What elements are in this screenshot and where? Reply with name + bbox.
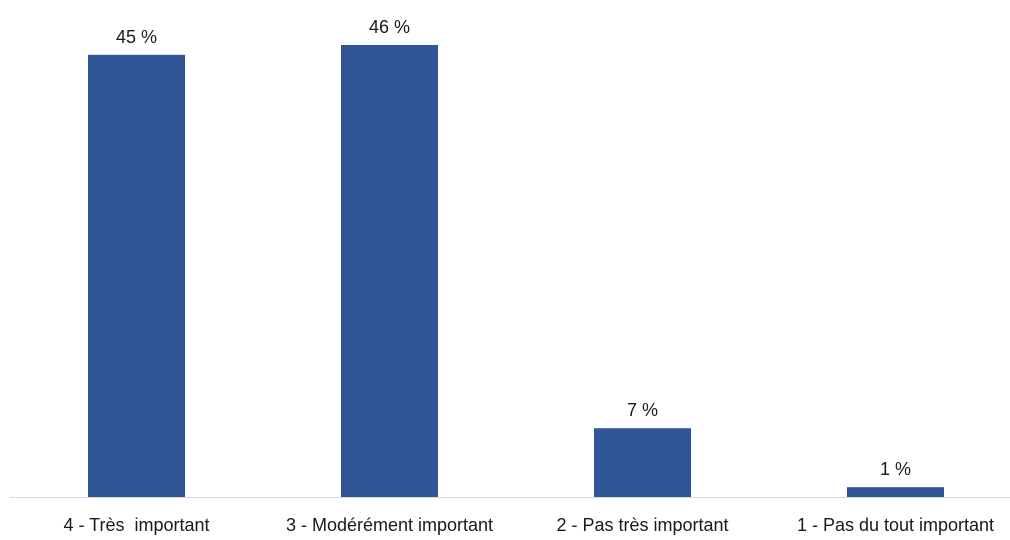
data-label-1: 45 % <box>116 27 157 47</box>
bars-group <box>88 45 944 498</box>
bar-3 <box>594 428 691 497</box>
category-label-2: 3 - Modérément important <box>286 515 493 535</box>
data-label-2: 46 % <box>369 17 410 37</box>
category-label-4: 1 - Pas du tout important <box>797 515 994 535</box>
category-label-1: 4 - Très important <box>63 515 209 535</box>
data-label-3: 7 % <box>627 400 658 420</box>
data-label-4: 1 % <box>880 459 911 479</box>
category-labels-group: 4 - Très important 3 - Modérément importa… <box>63 515 994 535</box>
data-labels-group: 45 % 46 % 7 % 1 % <box>116 17 911 479</box>
category-label-3: 2 - Pas très important <box>556 515 728 535</box>
bar-4 <box>847 487 944 497</box>
bar-1 <box>88 54 185 498</box>
bar-2 <box>341 45 438 497</box>
